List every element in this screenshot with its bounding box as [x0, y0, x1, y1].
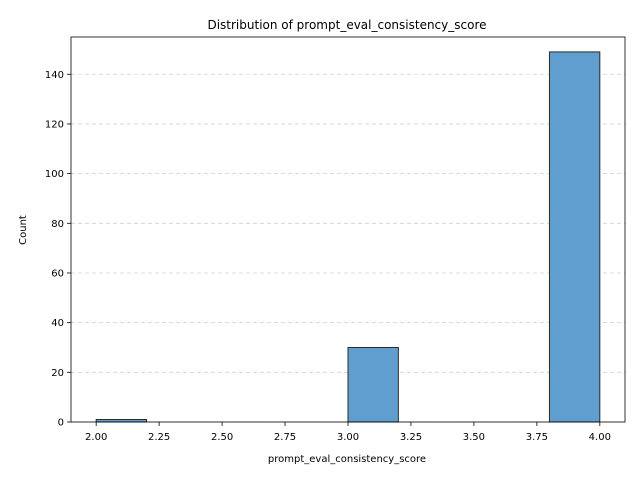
- x-tick-label: 3.00: [337, 432, 359, 443]
- y-tick-label: 0: [58, 418, 64, 429]
- x-tick-label: 2.75: [274, 432, 296, 443]
- x-axis-label: prompt_eval_consistency_score: [268, 454, 426, 465]
- x-tick-label: 3.50: [463, 432, 485, 443]
- y-axis-label: Count: [18, 215, 29, 245]
- y-tick-label: 140: [45, 70, 64, 81]
- histogram-bar-5: [347, 346, 399, 423]
- x-tick-label: 2.25: [148, 432, 170, 443]
- x-tick-label: 4.00: [589, 432, 611, 443]
- y-axis-ticks: 0 20 40 60 80 100 120 140: [45, 70, 71, 429]
- y-tick-label: 100: [45, 169, 64, 180]
- x-tick-label: 2.50: [211, 432, 233, 443]
- x-axis-ticks: 2.00 2.25 2.50 2.75 3.00 3.25 3.50 3.75 4.00: [85, 422, 611, 443]
- y-tick-label: 20: [51, 368, 64, 379]
- x-tick-label: 3.75: [526, 432, 548, 443]
- chart-title: Distribution of prompt_eval_consistency_…: [207, 18, 486, 32]
- y-tick-label: 80: [51, 219, 64, 230]
- y-tick-label: 60: [51, 268, 64, 279]
- x-tick-label: 2.00: [85, 432, 107, 443]
- y-tick-label: 40: [51, 318, 64, 329]
- y-tick-label: 120: [45, 119, 64, 130]
- bars-layer: [95, 51, 601, 423]
- histogram-bar-9: [548, 51, 601, 423]
- x-tick-label: 3.25: [400, 432, 422, 443]
